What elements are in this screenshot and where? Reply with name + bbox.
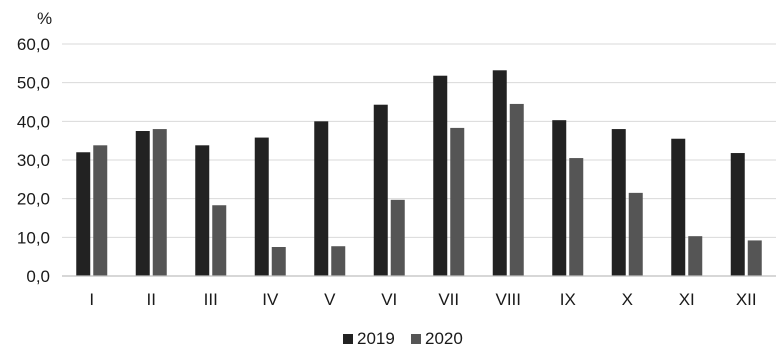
bar-2020-VII xyxy=(450,127,465,276)
x-tick-label: XI xyxy=(679,290,695,309)
x-tick-label: X xyxy=(622,290,633,309)
bar-2019-I xyxy=(76,152,91,276)
y-unit-label: % xyxy=(37,9,52,28)
legend-swatch-2020 xyxy=(411,334,421,344)
legend-label-2020: 2020 xyxy=(425,329,463,348)
bar-2020-II xyxy=(152,129,167,276)
x-tick-label: VI xyxy=(381,290,397,309)
bar-2019-VII xyxy=(433,75,448,276)
bar-2019-II xyxy=(135,131,150,276)
bar-2020-IX xyxy=(569,158,584,276)
bar-2020-XII xyxy=(747,240,762,276)
x-axis-ticks: I II III IV V VI VII VIII IX X XI XII xyxy=(89,290,756,309)
bar-2019-X xyxy=(611,129,626,276)
bar-2019-VIII xyxy=(492,70,507,276)
bar-2019-IV xyxy=(254,137,269,276)
bar-2019-V xyxy=(314,121,329,276)
y-tick-label: 10,0 xyxy=(17,228,50,247)
bar-2019-VI xyxy=(373,104,388,276)
legend-label-2019: 2019 xyxy=(357,329,395,348)
bar-2020-III xyxy=(212,205,227,276)
y-axis-ticks: 0,0 10,0 20,0 30,0 40,0 50,0 60,0 xyxy=(17,35,50,286)
y-tick-label: 20,0 xyxy=(17,190,50,209)
bar-2020-XI xyxy=(688,236,703,276)
y-tick-label: 50,0 xyxy=(17,74,50,93)
y-tick-label: 40,0 xyxy=(17,112,50,131)
bar-2020-VIII xyxy=(509,103,524,276)
bar-2020-VI xyxy=(390,199,405,276)
x-tick-label: XII xyxy=(736,290,757,309)
bar-2020-IV xyxy=(271,247,286,276)
x-tick-label: VII xyxy=(438,290,459,309)
bar-2019-XI xyxy=(671,138,686,276)
legend-item-2019: 2019 xyxy=(343,329,395,348)
x-tick-label: II xyxy=(147,290,156,309)
y-tick-label: 60,0 xyxy=(17,35,50,54)
bar-2020-V xyxy=(331,246,346,276)
x-tick-label: IV xyxy=(262,290,279,309)
y-tick-label: 0,0 xyxy=(26,267,50,286)
legend-item-2020: 2020 xyxy=(411,329,463,348)
x-tick-label: IX xyxy=(560,290,576,309)
x-tick-label: VIII xyxy=(495,290,521,309)
legend-swatch-2019 xyxy=(343,334,353,344)
bar-2019-IX xyxy=(552,120,567,276)
bars xyxy=(76,70,762,276)
x-tick-label: V xyxy=(324,290,336,309)
y-tick-label: 30,0 xyxy=(17,151,50,170)
x-tick-label: I xyxy=(89,290,94,309)
bar-2020-I xyxy=(93,145,108,276)
bar-2019-XII xyxy=(730,153,745,276)
x-tick-label: III xyxy=(204,290,218,309)
bar-2020-X xyxy=(628,192,643,276)
legend: 2019 2020 xyxy=(343,329,463,348)
gridlines xyxy=(62,43,776,238)
bar-2019-III xyxy=(195,145,210,276)
